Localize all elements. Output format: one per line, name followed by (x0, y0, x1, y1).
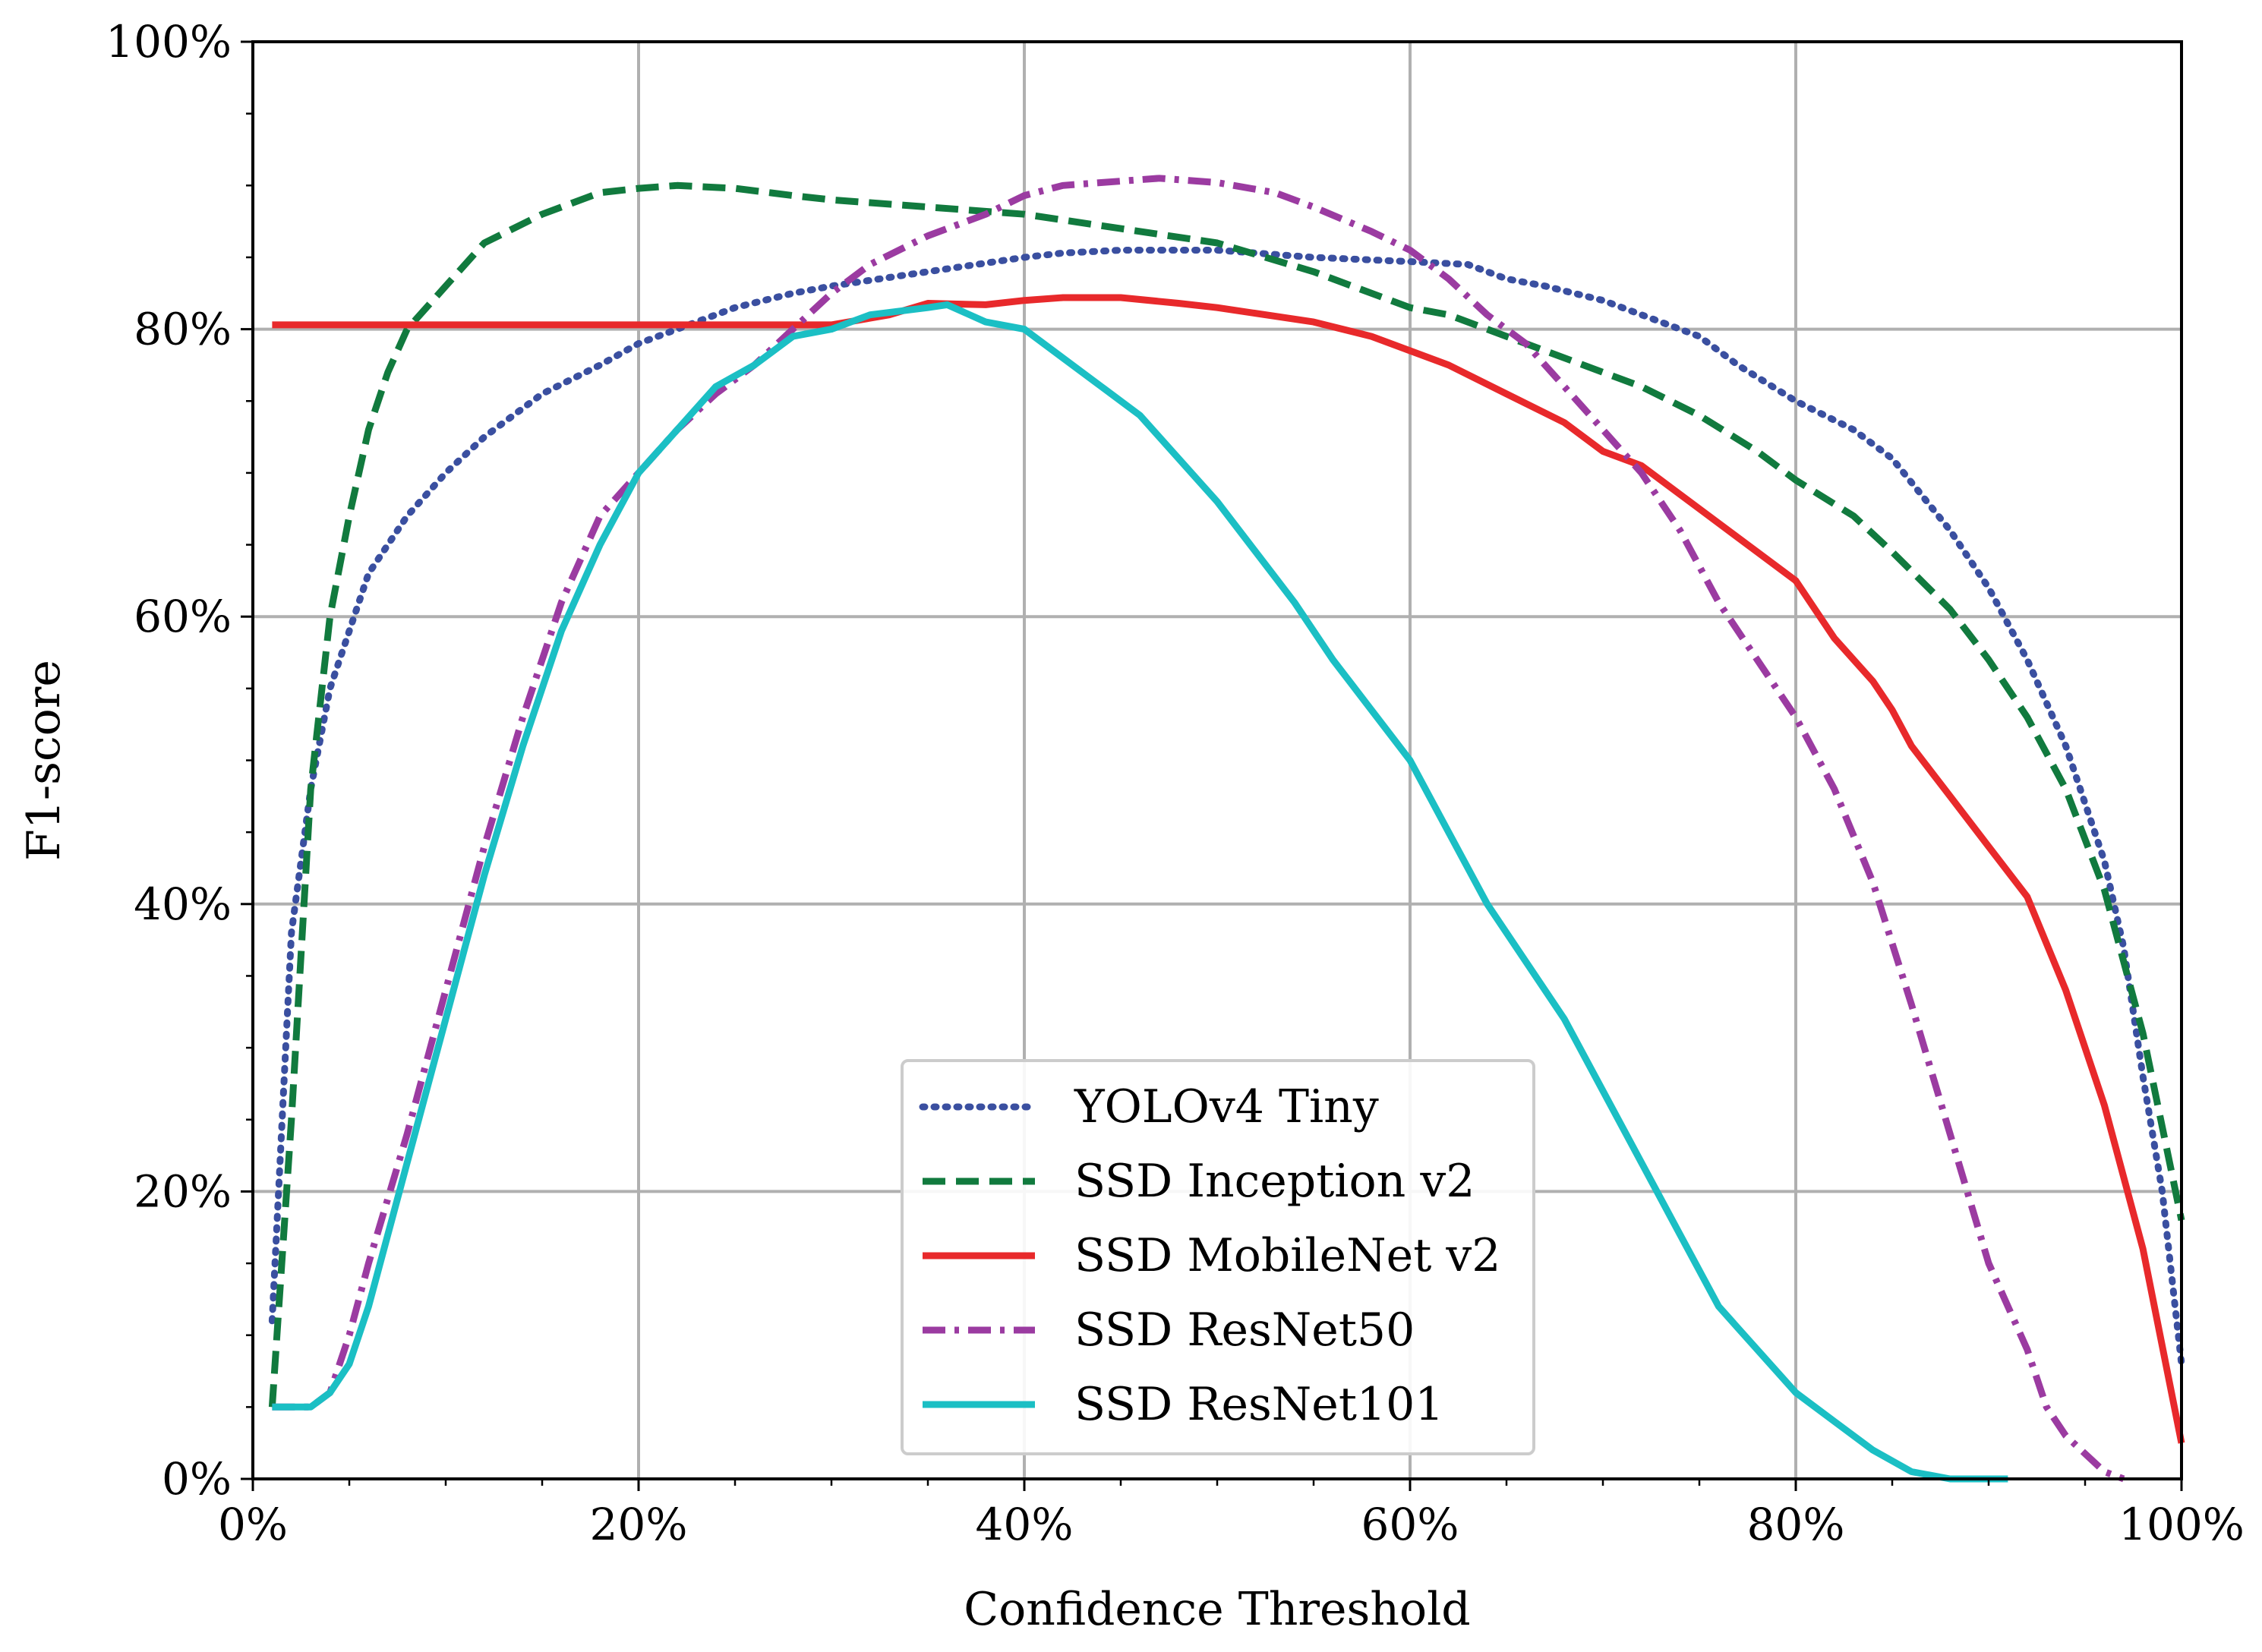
legend-box (901, 1059, 1535, 1455)
y-tick-label: 20% (134, 1165, 232, 1217)
y-tick-label: 60% (134, 591, 232, 642)
series-line-1 (268, 181, 2185, 1408)
series-line-3 (272, 175, 2125, 1483)
legend-label: YOLOv4 Tiny (1074, 1080, 1379, 1133)
x-tick-label: 60% (1361, 1499, 1459, 1550)
x-tick-label: 100% (2118, 1499, 2245, 1550)
x-tick-label: 80% (1747, 1499, 1845, 1550)
series-line-4 (272, 301, 2008, 1483)
x-axis-title: Confidence Threshold (964, 1583, 1470, 1636)
y-axis-title: F1-score (17, 660, 71, 861)
y-tick-label: 0% (162, 1453, 232, 1505)
legend-label: SSD MobileNet v2 (1074, 1229, 1500, 1282)
series-layer (268, 175, 2185, 1483)
x-tick-label: 40% (976, 1499, 1074, 1550)
legend-label: SSD Inception v2 (1074, 1155, 1475, 1208)
tick-labels: 0% 20% 40% 60% 80% 100% 0% 20% 40% 60% 80% 100% (106, 16, 2245, 1550)
legend: YOLOv4 Tiny SSD Inception v2 SSD MobileNet… (901, 1059, 1535, 1455)
axis-ticks (241, 40, 2183, 1491)
y-tick-label: 100% (106, 16, 232, 68)
x-tick-label: 20% (590, 1499, 688, 1550)
legend-label: SSD ResNet101 (1074, 1378, 1443, 1431)
x-tick-label: 0% (218, 1499, 288, 1550)
y-tick-label: 40% (134, 878, 232, 930)
series-line-0 (268, 247, 2185, 1368)
legend-label: SSD ResNet50 (1074, 1304, 1415, 1357)
y-tick-label: 80% (134, 304, 232, 355)
